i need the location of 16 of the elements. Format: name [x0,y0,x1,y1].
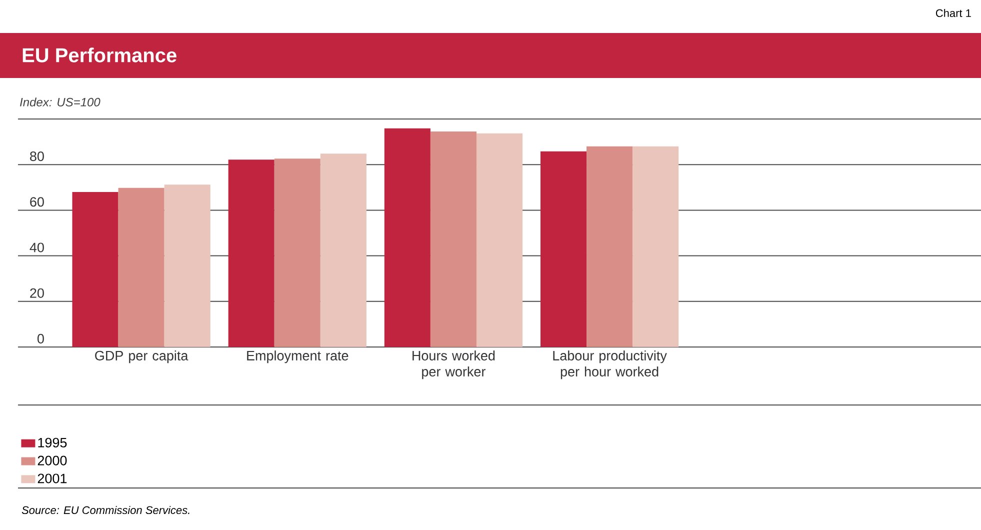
y-tick-label: 0 [37,334,44,344]
caption: Chart 1 [936,8,971,18]
y-tick-label: 60 [30,197,44,207]
x-tick-label: GDP per capita [95,350,188,364]
x-tick-label: Employment rate [247,350,348,364]
y-tick-label: 80 [30,152,44,162]
y-axis-title: Index: US=100 [20,98,100,106]
legend-label: 2000 [38,456,67,466]
y-tick-label: 40 [30,242,44,252]
chart-title: EU Performance [22,48,176,62]
legend-label: 2001 [38,474,67,484]
y-tick-label: 20 [30,288,44,298]
x-tick-label: Hours worked per worker [412,350,495,380]
source-note: Source: EU Commission Services. [22,506,190,514]
x-tick-label: Labour productivity per hour worked [553,350,667,380]
legend-label: 1995 [38,438,67,448]
